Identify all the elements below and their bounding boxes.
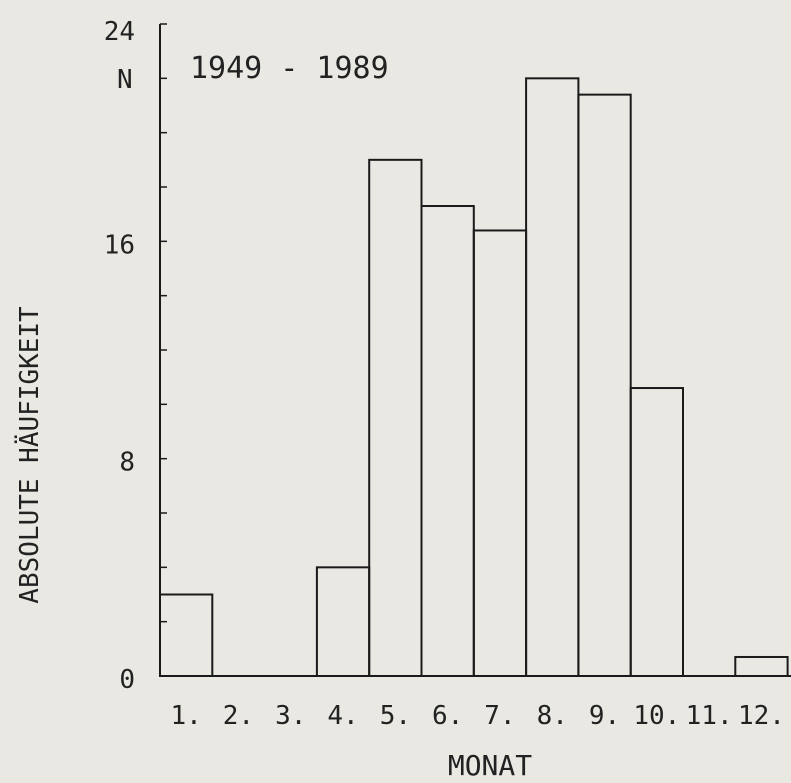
- x-tick-label: 3.: [275, 701, 306, 731]
- y-axis-label: ABSOLUTE HÄUFIGKEIT: [13, 306, 45, 604]
- x-tick-label: 11.: [686, 701, 733, 731]
- bar-6: [420, 205, 475, 677]
- bar-1: [159, 593, 214, 677]
- x-tick-label: 10.: [633, 701, 680, 731]
- x-tick-label: 8.: [537, 701, 568, 731]
- x-tick-label: 9.: [589, 701, 620, 731]
- x-tick-label: 4.: [327, 701, 358, 731]
- bar-10: [629, 387, 685, 677]
- bar-5: [368, 158, 423, 678]
- y-unit-label: N: [117, 65, 133, 95]
- bar-4: [315, 566, 371, 677]
- y-tick-label: 8: [119, 448, 135, 478]
- chart-title: 1949 - 1989: [190, 51, 389, 86]
- x-tick-label: 5.: [380, 701, 411, 731]
- y-tick-label: 0: [119, 665, 135, 695]
- bar-8: [525, 77, 580, 678]
- bars-group: [159, 77, 789, 678]
- y-ticks: 0 8 16 24: [104, 17, 167, 695]
- x-tick-label: 6.: [432, 701, 463, 731]
- bar-9: [577, 93, 632, 677]
- x-tick-label: 12.: [738, 701, 785, 731]
- x-axis-label: MONAT: [448, 749, 532, 782]
- x-ticks: 1. 2. 3. 4. 5. 6. 7. 8. 9. 10. 11. 12.: [170, 701, 784, 731]
- x-tick-label: 1.: [170, 701, 201, 731]
- x-tick-label: 7.: [484, 701, 515, 731]
- x-tick-label: 2.: [223, 701, 254, 731]
- y-tick-label: 16: [104, 230, 135, 260]
- y-tick-label: 24: [104, 17, 135, 47]
- bar-7: [472, 229, 528, 677]
- bar-12: [734, 655, 789, 678]
